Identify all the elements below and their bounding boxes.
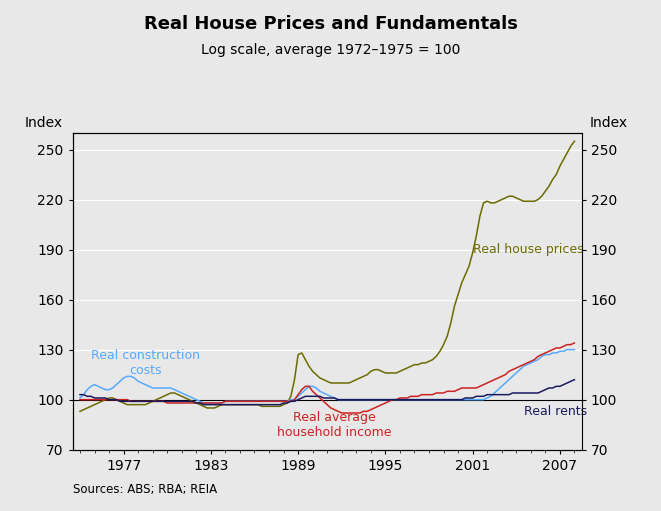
Text: Real average
household income: Real average household income — [277, 411, 392, 438]
Text: Log scale, average 1972–1975 = 100: Log scale, average 1972–1975 = 100 — [201, 43, 460, 57]
Text: Real construction
costs: Real construction costs — [91, 349, 200, 377]
Text: Real House Prices and Fundamentals: Real House Prices and Fundamentals — [143, 15, 518, 33]
Text: Sources: ABS; RBA; REIA: Sources: ABS; RBA; REIA — [73, 483, 217, 496]
Text: Index: Index — [590, 115, 627, 130]
Text: Index: Index — [24, 115, 63, 130]
Text: Real rents: Real rents — [524, 405, 586, 418]
Text: Real house prices: Real house prices — [473, 243, 583, 256]
